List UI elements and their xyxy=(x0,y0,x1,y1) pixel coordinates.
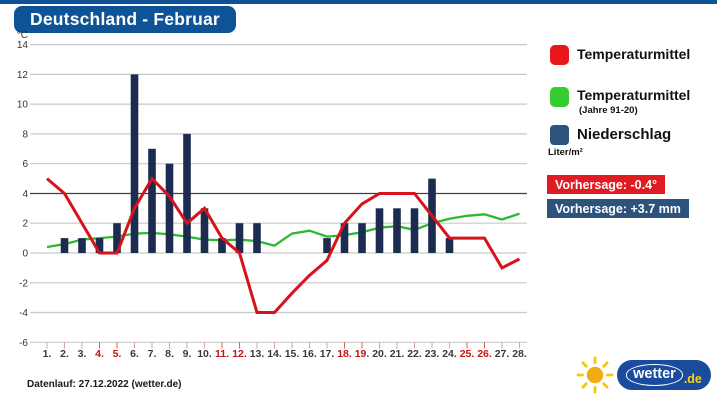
legend-item-temperature-forecast: Temperaturmittel xyxy=(577,46,691,62)
legend: Temperaturmittel Temperaturmittel (Jahre… xyxy=(545,40,717,230)
svg-text:11.: 11. xyxy=(215,348,229,360)
logo-name: wetter xyxy=(626,364,683,386)
svg-text:12: 12 xyxy=(17,70,29,81)
svg-text:13.: 13. xyxy=(250,348,265,360)
svg-text:1.: 1. xyxy=(43,348,52,360)
svg-text:14: 14 xyxy=(17,40,29,51)
wetter-de-logo: wetter .de xyxy=(575,355,711,395)
svg-text:20.: 20. xyxy=(372,348,387,360)
svg-text:6: 6 xyxy=(22,159,28,170)
svg-text:-6: -6 xyxy=(19,338,28,349)
top-border xyxy=(0,0,717,4)
svg-text:19.: 19. xyxy=(355,348,370,360)
svg-text:-4: -4 xyxy=(19,308,28,319)
temperature-climate-swatch xyxy=(550,87,569,107)
y-gridlines xyxy=(30,43,527,343)
svg-text:10.: 10. xyxy=(197,348,212,360)
svg-text:14.: 14. xyxy=(267,348,282,360)
svg-text:16.: 16. xyxy=(302,348,317,360)
svg-text:21.: 21. xyxy=(390,348,405,360)
forecast-temperature-badge: Vorhersage: -0.4° xyxy=(547,175,666,194)
svg-text:2: 2 xyxy=(22,219,28,230)
legend-item-precipitation: Niederschlag xyxy=(577,126,672,143)
chart-title-badge: Deutschland - Februar xyxy=(14,6,236,33)
svg-text:24.: 24. xyxy=(442,348,457,360)
svg-text:15.: 15. xyxy=(285,348,300,360)
svg-text:8.: 8. xyxy=(165,348,174,360)
weather-chart: °C14 12 10 8 6 4 2 0 -2 -4 -6 1. 2. 3. 4. 5. 6. 7. 8. 9. 10.… xyxy=(17,30,527,360)
svg-text:7.: 7. xyxy=(148,348,157,360)
svg-text:°C: °C xyxy=(17,30,28,41)
climate-mean-line xyxy=(46,212,520,249)
temperature-forecast-swatch xyxy=(550,45,569,65)
legend-item-temperature-climate-sub: (Jahre 91-20) xyxy=(579,105,638,116)
svg-text:23.: 23. xyxy=(425,348,440,360)
legend-item-temperature-climate: Temperaturmittel xyxy=(577,87,691,103)
sun-icon xyxy=(576,356,614,394)
chart-title: Deutschland - Februar xyxy=(30,9,220,29)
svg-text:28.: 28. xyxy=(512,348,527,360)
precipitation-swatch xyxy=(550,125,569,145)
svg-text:18.: 18. xyxy=(337,348,352,360)
svg-text:3.: 3. xyxy=(78,348,87,360)
svg-text:10: 10 xyxy=(17,100,29,111)
svg-text:2.: 2. xyxy=(60,348,69,360)
svg-text:6.: 6. xyxy=(130,348,139,360)
svg-text:5.: 5. xyxy=(113,348,122,360)
svg-text:4: 4 xyxy=(22,189,28,200)
svg-text:8: 8 xyxy=(22,129,28,140)
svg-text:4.: 4. xyxy=(95,348,104,360)
svg-text:17.: 17. xyxy=(320,348,335,360)
svg-text:27.: 27. xyxy=(495,348,510,360)
svg-text:22.: 22. xyxy=(407,348,422,360)
logo-tld: .de xyxy=(683,371,702,386)
wetter-de-wordmark: wetter .de xyxy=(617,360,711,390)
svg-text:25.: 25. xyxy=(460,348,475,360)
forecast-precipitation-badge: Vorhersage: +3.7 mm xyxy=(547,199,689,218)
x-axis-labels: 1. 2. 3. 4. 5. 6. 7. 8. 9. 10. 11. 12. 13. 14. 15. 16. 1… xyxy=(43,348,527,360)
temperature-forecast-line xyxy=(46,176,521,314)
x-ticks xyxy=(46,342,520,349)
svg-text:26.: 26. xyxy=(477,348,492,360)
svg-text:-2: -2 xyxy=(19,278,28,289)
svg-text:12.: 12. xyxy=(232,348,247,360)
data-run-label: Datenlauf: 27.12.2022 (wetter.de) xyxy=(27,379,182,390)
legend-item-precipitation-unit: Liter/m² xyxy=(548,147,583,158)
y-axis-labels: °C14 12 10 8 6 4 2 0 -2 -4 -6 xyxy=(17,30,29,349)
svg-text:0: 0 xyxy=(22,249,28,260)
svg-text:9.: 9. xyxy=(183,348,192,360)
